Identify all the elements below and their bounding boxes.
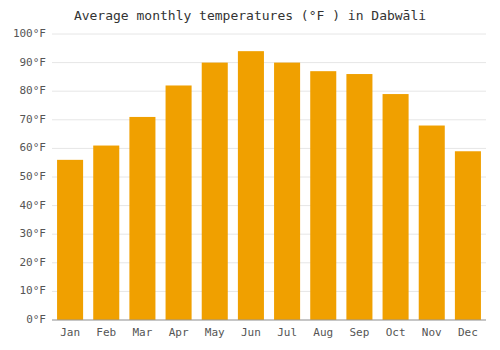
x-tick-label: Nov — [422, 326, 442, 339]
y-tick-label: 30°F — [20, 227, 47, 240]
y-tick-label: 60°F — [20, 141, 47, 154]
bar — [202, 63, 228, 320]
title: Average monthly temperatures (°F ) in Da… — [74, 8, 426, 23]
x-axis-line — [52, 320, 486, 321]
x-tick-label: Aug — [313, 326, 333, 339]
bar — [166, 85, 192, 320]
y-tick-label: 20°F — [20, 256, 47, 269]
x-tick-label: Sep — [349, 326, 369, 339]
x-tick-label: Mar — [132, 326, 152, 339]
bars — [57, 51, 481, 320]
grid — [52, 34, 486, 320]
x-axis: Jan Feb Mar Apr May Jun Jul Aug Sep Oct Nov Dec — [52, 320, 486, 339]
y-tick-label: 10°F — [20, 284, 47, 297]
grid-line — [52, 320, 486, 321]
x-tick-label: Dec — [458, 326, 478, 339]
grid-line — [52, 34, 486, 35]
y-tick-label: 50°F — [20, 170, 47, 183]
bar — [310, 71, 336, 320]
chart-container: 0°F 10°F 20°F 30°F 40°F 50°F 60°F 70°F 80°F 90°F 1… — [0, 0, 500, 350]
x-tick-label: May — [205, 326, 225, 339]
bar — [238, 51, 264, 320]
bar — [346, 74, 372, 320]
grid-line — [52, 119, 486, 120]
y-tick-label: 100°F — [13, 27, 46, 40]
x-tick-label: Jul — [277, 326, 297, 339]
x-tick-label: Apr — [169, 326, 189, 339]
bar — [383, 94, 409, 320]
bar — [274, 63, 300, 320]
bar — [57, 160, 83, 320]
grid-line — [52, 91, 486, 92]
y-tick-label: 80°F — [20, 84, 47, 97]
y-tick-label: 90°F — [20, 56, 47, 69]
x-tick-label: Feb — [96, 326, 116, 339]
x-tick-label: Jan — [60, 326, 80, 339]
y-tick-label: 70°F — [20, 113, 47, 126]
y-axis: 0°F 10°F 20°F 30°F 40°F 50°F 60°F 70°F 80°F 90°F 1… — [13, 27, 46, 326]
bar — [419, 126, 445, 320]
y-tick-label: 0°F — [26, 313, 46, 326]
x-tick-label: Jun — [241, 326, 261, 339]
y-tick-label: 40°F — [20, 199, 47, 212]
x-tick-label: Oct — [386, 326, 406, 339]
bar — [455, 151, 481, 320]
bar — [129, 117, 155, 320]
chart-svg: 0°F 10°F 20°F 30°F 40°F 50°F 60°F 70°F 80°F 90°F 1… — [0, 0, 500, 350]
grid-line — [52, 62, 486, 63]
bar — [93, 146, 119, 320]
